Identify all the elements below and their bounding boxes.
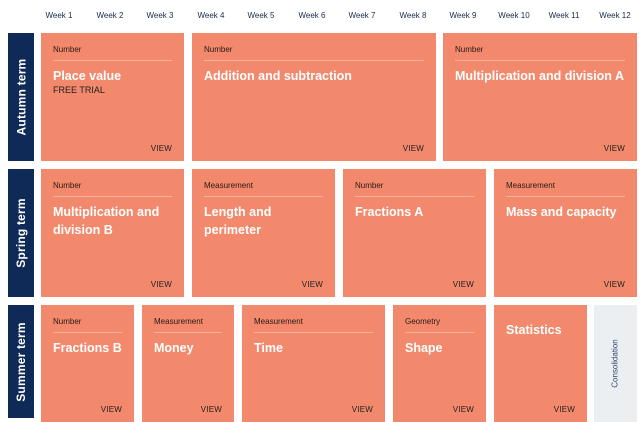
view-link[interactable]: VIEW <box>100 405 122 414</box>
unit-category: Number <box>204 45 424 61</box>
unit-card-fractions-b[interactable]: Number Fractions B VIEW <box>41 305 134 422</box>
spring-term-label: Spring term <box>8 169 34 297</box>
week-label: Week 7 <box>348 11 376 20</box>
unit-title: Place value <box>53 69 122 83</box>
summer-term-label: Summer term <box>8 305 34 418</box>
week-label: Week 3 <box>146 11 174 20</box>
week-label: Week 10 <box>498 11 530 20</box>
week-label: Week 5 <box>247 11 275 20</box>
unit-category: Geometry <box>405 317 474 333</box>
week-label: Week 8 <box>399 11 427 20</box>
view-link[interactable]: VIEW <box>351 405 373 414</box>
view-link[interactable]: VIEW <box>200 405 222 414</box>
view-link[interactable]: VIEW <box>301 280 323 289</box>
unit-title: Mass and capacity <box>506 205 617 219</box>
unit-card-multiplication-division-b[interactable]: Number Multiplication and division B VIE… <box>41 169 184 297</box>
unit-card-time[interactable]: Measurement Time VIEW <box>242 305 385 422</box>
unit-title: Multiplication and division B <box>53 205 160 237</box>
week-label: Week 1 <box>45 11 73 20</box>
view-link[interactable]: VIEW <box>402 144 424 153</box>
week-label: Week 4 <box>197 11 225 20</box>
view-link[interactable]: VIEW <box>150 144 172 153</box>
unit-card-shape[interactable]: Geometry Shape VIEW <box>393 305 486 422</box>
autumn-term-text: Autumn term <box>14 58 28 136</box>
unit-category: Measurement <box>254 317 373 333</box>
unit-category: Measurement <box>154 317 222 333</box>
unit-card-money[interactable]: Measurement Money VIEW <box>142 305 234 422</box>
week-label: Week 6 <box>298 11 326 20</box>
week-label: Week 9 <box>449 11 477 20</box>
unit-category: Measurement <box>506 181 625 197</box>
unit-card-addition-subtraction[interactable]: Number Addition and subtraction VIEW <box>192 33 436 161</box>
unit-category: Number <box>53 181 172 197</box>
view-link[interactable]: VIEW <box>603 280 625 289</box>
unit-category: Number <box>455 45 625 61</box>
unit-card-place-value[interactable]: Number Place value FREE TRIAL VIEW <box>41 33 184 161</box>
spring-term-text: Spring term <box>14 198 29 268</box>
view-link[interactable]: VIEW <box>553 405 575 414</box>
unit-title: Fractions B <box>53 341 122 355</box>
unit-card-length-perimeter[interactable]: Measurement Length and perimeter VIEW <box>192 169 335 297</box>
consolidation-label: Consolidation <box>611 339 621 388</box>
unit-title: Addition and subtraction <box>204 69 352 83</box>
unit-title: Time <box>254 341 283 355</box>
unit-title: Length and perimeter <box>204 205 272 237</box>
unit-title: Money <box>154 341 194 355</box>
unit-title: Fractions A <box>355 205 424 219</box>
view-link[interactable]: VIEW <box>150 280 172 289</box>
unit-title: Statistics <box>506 323 562 337</box>
week-label: Week 2 <box>96 11 124 20</box>
summer-term-text: Summer term <box>14 321 28 402</box>
unit-card-mass-capacity[interactable]: Measurement Mass and capacity VIEW <box>494 169 637 297</box>
unit-category: Number <box>355 181 474 197</box>
view-link[interactable]: VIEW <box>603 144 625 153</box>
unit-category: Measurement <box>204 181 323 197</box>
week-label: Week 12 <box>599 11 631 20</box>
unit-card-fractions-a[interactable]: Number Fractions A VIEW <box>343 169 486 297</box>
free-trial-badge: FREE TRIAL <box>53 85 105 95</box>
unit-category: Number <box>53 317 122 333</box>
week-label: Week 11 <box>548 11 580 20</box>
view-link[interactable]: VIEW <box>452 405 474 414</box>
unit-title: Shape <box>405 341 443 355</box>
unit-card-multiplication-division-a[interactable]: Number Multiplication and division A VIE… <box>443 33 637 161</box>
unit-title: Multiplication and division A <box>455 69 624 83</box>
consolidation-block: Consolidation <box>594 305 637 422</box>
unit-card-statistics[interactable]: Statistics VIEW <box>494 305 587 422</box>
view-link[interactable]: VIEW <box>452 280 474 289</box>
unit-category: Number <box>53 45 172 61</box>
autumn-term-label: Autumn term <box>8 33 34 161</box>
